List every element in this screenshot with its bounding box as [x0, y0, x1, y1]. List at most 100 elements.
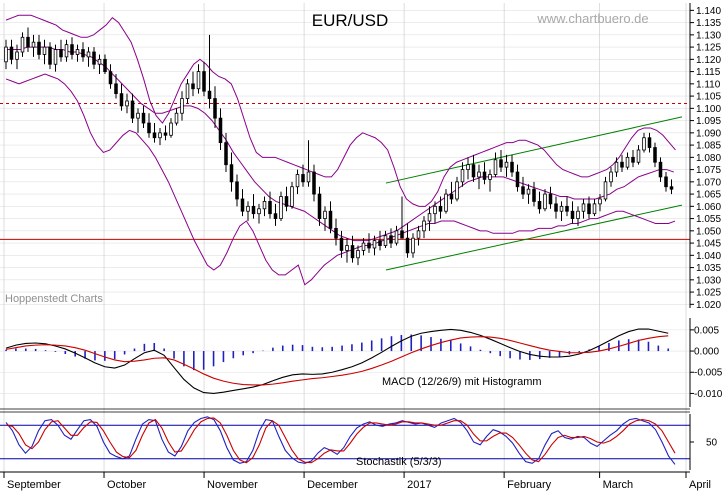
- candle: [103, 54, 107, 75]
- price-y-tick-label: 1.125: [696, 43, 721, 54]
- candle: [328, 201, 333, 234]
- candle: [136, 108, 140, 133]
- candle-body: [257, 208, 261, 215]
- candle-body: [229, 164, 234, 183]
- candle-body: [598, 198, 602, 205]
- price-candles: [4, 27, 674, 266]
- candle: [323, 206, 327, 231]
- candle-body: [499, 159, 503, 168]
- candle: [559, 201, 564, 222]
- candle-body: [136, 112, 140, 119]
- candle-body: [559, 205, 564, 212]
- candle: [614, 157, 619, 177]
- candle: [119, 83, 124, 111]
- candle: [576, 206, 580, 226]
- candle: [609, 167, 613, 187]
- candle: [532, 181, 536, 207]
- candle: [86, 47, 91, 67]
- candle-body: [592, 203, 597, 215]
- price-y-tick-label: 1.025: [696, 288, 721, 299]
- bollinger-upper-line: [5, 14, 676, 207]
- candle-body: [625, 156, 630, 168]
- candle: [339, 230, 344, 258]
- candle-body: [532, 188, 536, 202]
- candle-body: [295, 174, 300, 188]
- candle-body: [576, 210, 580, 219]
- x-tick-label: September: [7, 479, 61, 491]
- stochastic-title: Stochastik (5/3/3): [356, 456, 442, 468]
- candle-body: [378, 240, 382, 246]
- candle-body: [394, 230, 399, 244]
- candle-body: [64, 44, 69, 58]
- macd-signal-line: [5, 335, 669, 386]
- candle-body: [356, 250, 360, 259]
- price-y-tick-label: 1.030: [696, 275, 721, 286]
- candle: [383, 230, 388, 248]
- candle-body: [350, 245, 355, 259]
- candle: [273, 203, 278, 226]
- candle-body: [664, 176, 668, 188]
- candle: [284, 186, 289, 212]
- candle: [449, 181, 454, 204]
- candle-body: [290, 186, 294, 207]
- candle-body: [372, 240, 377, 249]
- candle-body: [185, 83, 190, 99]
- candle-body: [103, 58, 107, 72]
- candle-body: [669, 186, 674, 190]
- candle: [114, 74, 118, 99]
- candle-body: [543, 193, 547, 210]
- candle: [279, 191, 283, 222]
- candle: [378, 230, 382, 251]
- candle-body: [554, 203, 558, 212]
- candle-body: [130, 100, 135, 119]
- macd-panel: MACD (12/26/9) mit Histogramm: [0, 328, 690, 410]
- candle: [587, 196, 591, 219]
- candle: [196, 64, 201, 94]
- stochastic-grid: [0, 411, 690, 460]
- candle-body: [180, 98, 184, 114]
- candle: [251, 194, 256, 219]
- price-y-tick-label: 1.035: [696, 263, 721, 274]
- watermark: www.chartbuero.de: [536, 11, 648, 26]
- candle-body: [427, 213, 432, 222]
- candle-body: [323, 210, 327, 219]
- candle: [158, 127, 162, 146]
- candle: [570, 201, 575, 224]
- candle: [405, 223, 410, 258]
- candle: [15, 44, 19, 70]
- candle: [26, 27, 30, 52]
- candle: [631, 149, 635, 168]
- bollinger-lower-line: [5, 73, 676, 286]
- x-tick-label: December: [307, 479, 358, 491]
- candle-body: [581, 203, 586, 212]
- candle-body: [565, 205, 569, 212]
- candle-body: [202, 71, 206, 92]
- candle: [42, 39, 47, 65]
- stochastic-y-axis: 50: [690, 438, 718, 449]
- price-y-tick-label: 1.085: [696, 141, 721, 152]
- price-y-tick-label: 1.130: [696, 30, 721, 41]
- price-y-tick-label: 1.065: [696, 190, 721, 201]
- candle-body: [433, 205, 437, 215]
- candle: [246, 201, 250, 222]
- candle: [433, 201, 437, 224]
- macd-y-tick-label: -0.010: [694, 389, 723, 400]
- candle-body: [53, 49, 58, 65]
- price-grid: [0, 3, 690, 478]
- macd-title: MACD (12/26/9) mit Histogramm: [382, 376, 542, 388]
- candle-body: [301, 174, 305, 183]
- candle-body: [235, 181, 239, 200]
- x-axis: September October November December 2017 Febr…: [3, 472, 711, 491]
- candle-body: [631, 156, 635, 163]
- price-y-tick-label: 1.070: [696, 177, 721, 188]
- candle: [48, 42, 52, 70]
- price-y-tick-label: 1.100: [696, 104, 721, 115]
- candle: [163, 125, 168, 141]
- candle: [202, 61, 206, 97]
- candle-body: [488, 174, 492, 180]
- candle-body: [268, 201, 272, 215]
- candle-body: [15, 51, 19, 60]
- candle-body: [218, 117, 223, 144]
- candle-body: [587, 203, 591, 215]
- candle: [224, 132, 228, 173]
